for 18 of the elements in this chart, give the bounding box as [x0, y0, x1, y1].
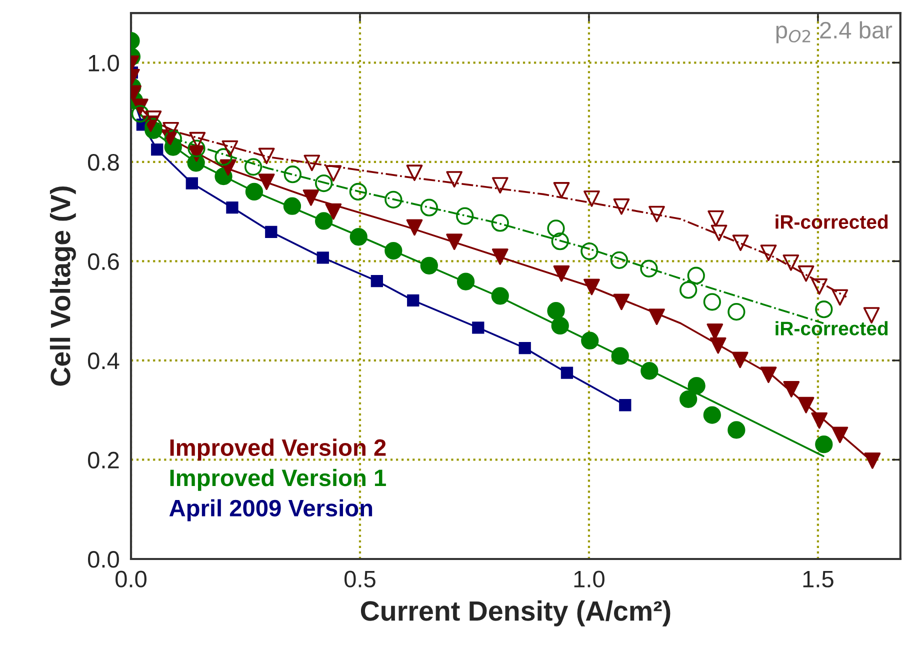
x-tick-label: 0.0 [116, 570, 146, 588]
text: Improved Version 1 [170, 468, 386, 491]
series-label: iR-corrected [776, 321, 888, 336]
y-tick-label: 0.4 [88, 352, 120, 370]
x-tick-label: 1.0 [574, 570, 604, 588]
text: April 2009 Version [169, 499, 372, 522]
series-label: iR-corrected [776, 214, 888, 229]
y-axis-title: Cell Voltage (V) [50, 186, 76, 386]
x-tick-label: 1.5 [803, 570, 834, 588]
x-tick-label: 0.5 [344, 570, 376, 588]
y-tick-label: 1.0 [88, 54, 119, 72]
y-tick-label: 0.6 [88, 253, 119, 270]
text: Improved Version 2 [170, 438, 386, 461]
y-tick-label: 0.2 [88, 452, 119, 469]
y-tick-label: 0.0 [88, 551, 119, 568]
annotation: p$_{O2}$ 2.4 bar [776, 21, 892, 44]
y-tick-label: 0.8 [88, 154, 119, 171]
x-axis-title: Current Density (A/cm²) [360, 600, 670, 626]
